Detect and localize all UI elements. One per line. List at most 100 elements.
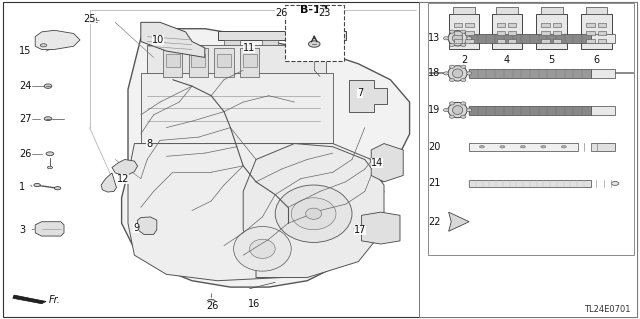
Ellipse shape [234, 226, 291, 271]
Ellipse shape [40, 44, 47, 47]
Bar [465, 23, 474, 27]
Ellipse shape [461, 115, 466, 118]
Ellipse shape [448, 31, 467, 46]
Text: 9: 9 [133, 223, 140, 233]
Text: 26: 26 [206, 300, 218, 311]
Text: 14: 14 [371, 158, 383, 168]
Ellipse shape [449, 43, 454, 47]
Text: B-13: B-13 [300, 5, 328, 15]
Bar [536, 14, 567, 49]
Bar [189, 48, 208, 77]
Ellipse shape [89, 17, 97, 21]
Ellipse shape [444, 37, 449, 40]
Text: 26: 26 [275, 8, 287, 19]
Ellipse shape [461, 65, 466, 68]
Text: 2: 2 [461, 55, 467, 65]
Bar [469, 180, 591, 187]
Bar [586, 23, 595, 27]
Text: 23: 23 [318, 8, 330, 19]
Bar [508, 39, 516, 43]
Ellipse shape [34, 183, 40, 187]
Bar [454, 23, 462, 27]
Ellipse shape [541, 145, 546, 148]
Text: 5: 5 [548, 55, 555, 65]
Ellipse shape [47, 166, 52, 169]
Ellipse shape [207, 299, 215, 304]
Bar [586, 31, 595, 35]
Bar [497, 23, 505, 27]
Ellipse shape [461, 102, 466, 105]
Bar [541, 23, 550, 27]
Text: 25: 25 [83, 14, 96, 24]
Text: 12: 12 [117, 174, 129, 184]
Bar [497, 39, 505, 43]
Ellipse shape [467, 37, 472, 40]
Polygon shape [13, 295, 46, 304]
Text: 3: 3 [19, 225, 26, 235]
Bar [262, 40, 278, 45]
Ellipse shape [449, 78, 454, 82]
Text: 7: 7 [357, 88, 364, 99]
Bar [333, 36, 344, 44]
Bar [141, 73, 333, 144]
Bar [449, 14, 479, 49]
Bar [469, 69, 591, 78]
Bar [541, 39, 550, 43]
Polygon shape [141, 22, 205, 57]
Bar [224, 40, 240, 45]
Text: 19: 19 [428, 105, 440, 115]
Bar [428, 3, 634, 72]
Ellipse shape [44, 84, 52, 88]
Ellipse shape [311, 15, 319, 20]
Text: TL24E0701: TL24E0701 [584, 305, 630, 314]
Polygon shape [35, 222, 64, 236]
Bar [541, 7, 563, 14]
Bar [553, 31, 561, 35]
Ellipse shape [54, 187, 61, 190]
Text: 21: 21 [428, 178, 440, 189]
Text: 27: 27 [19, 114, 32, 124]
Bar [147, 45, 326, 77]
Text: 18: 18 [428, 68, 440, 78]
Bar [217, 54, 231, 67]
Bar [586, 7, 607, 14]
Bar [285, 5, 344, 61]
Polygon shape [243, 144, 384, 278]
Bar [508, 31, 516, 35]
Bar [454, 39, 462, 43]
Ellipse shape [44, 117, 52, 121]
Bar [428, 73, 634, 255]
Ellipse shape [452, 106, 463, 115]
Polygon shape [112, 160, 138, 175]
Ellipse shape [308, 41, 320, 47]
Ellipse shape [561, 145, 566, 148]
Ellipse shape [250, 239, 275, 258]
Polygon shape [349, 80, 387, 112]
Ellipse shape [448, 66, 467, 81]
Ellipse shape [449, 65, 454, 68]
Ellipse shape [444, 108, 449, 112]
Bar [598, 23, 606, 27]
Polygon shape [138, 217, 157, 234]
Bar [465, 31, 474, 35]
Bar [469, 106, 591, 115]
Ellipse shape [500, 145, 505, 148]
Ellipse shape [461, 30, 466, 33]
Ellipse shape [275, 185, 352, 242]
Ellipse shape [461, 78, 466, 82]
Ellipse shape [452, 69, 463, 78]
Bar [553, 23, 561, 27]
Bar [541, 31, 550, 35]
Bar [553, 39, 561, 43]
Ellipse shape [520, 145, 525, 148]
Text: 13: 13 [428, 33, 440, 43]
Text: 10: 10 [152, 35, 164, 45]
Bar [454, 31, 462, 35]
Polygon shape [371, 144, 403, 182]
Bar [465, 39, 474, 43]
Bar [453, 7, 475, 14]
Text: 1: 1 [19, 182, 26, 192]
Ellipse shape [306, 208, 322, 219]
Text: 4: 4 [504, 55, 510, 65]
Ellipse shape [467, 108, 472, 112]
